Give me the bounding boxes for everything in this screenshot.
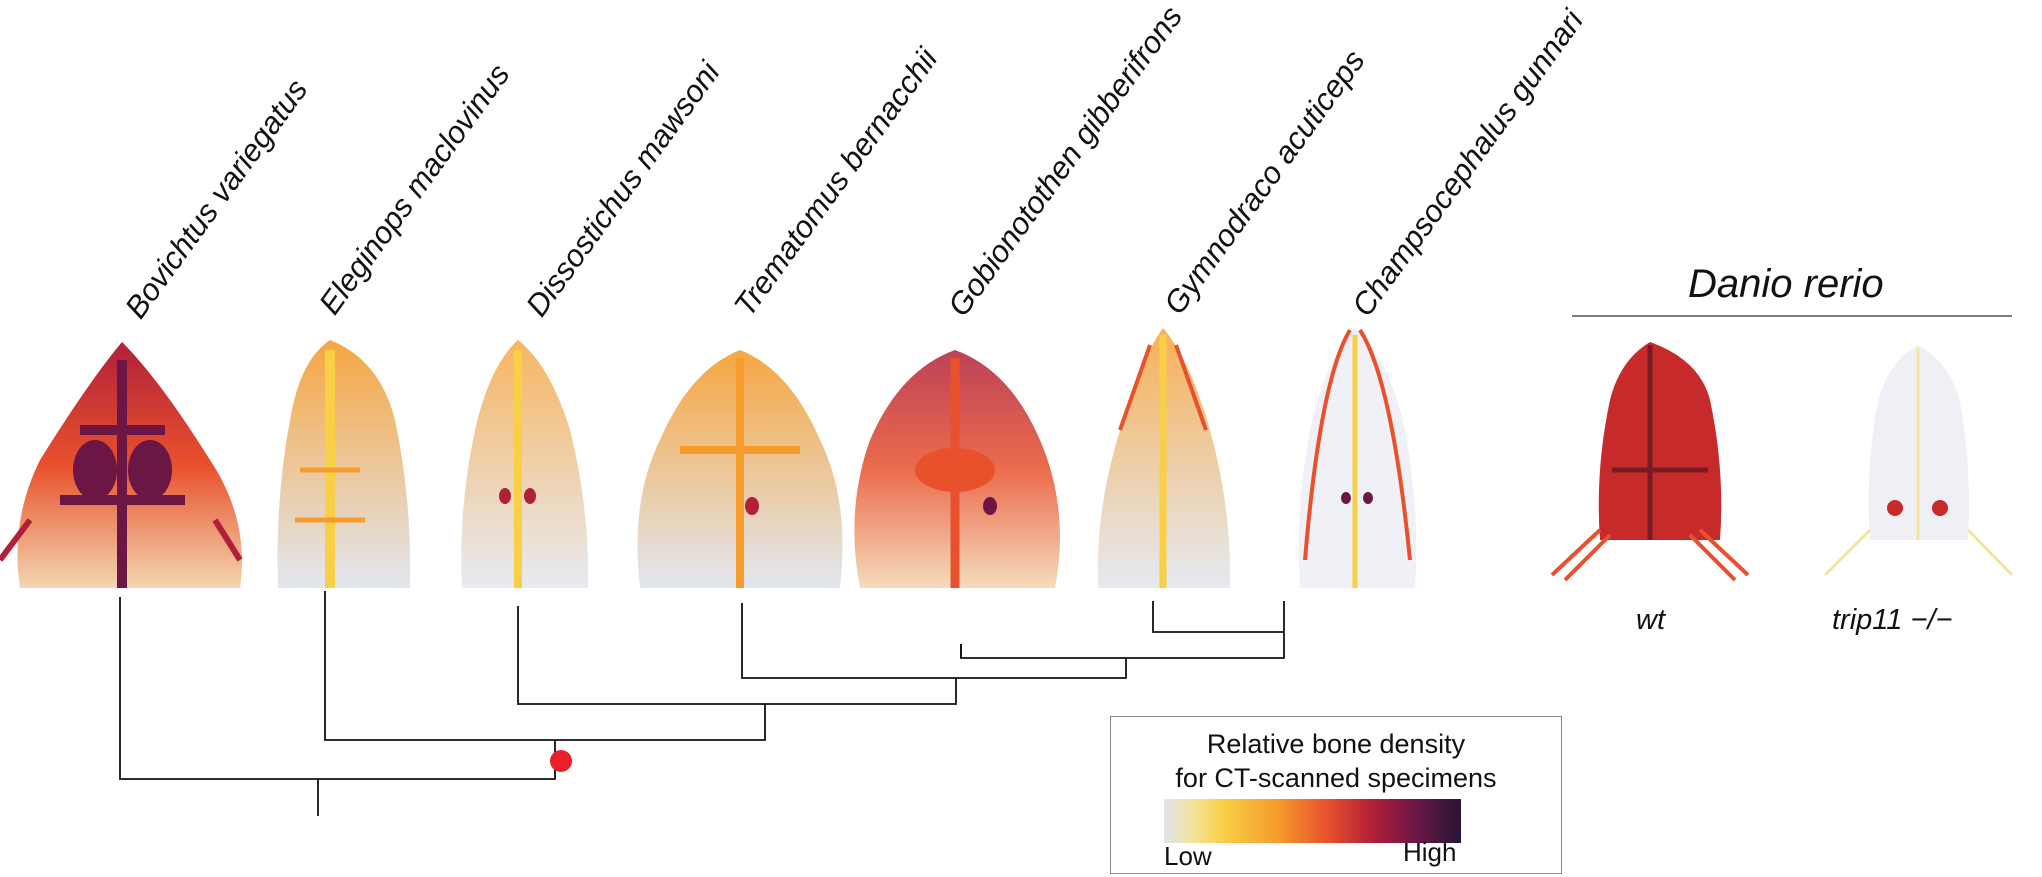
skull-gymnodraco	[1097, 328, 1231, 588]
skull-bovichtus	[0, 342, 243, 588]
legend-title-line2: for CT-scanned specimens	[1175, 763, 1497, 793]
skull-gobionotothen	[854, 350, 1060, 588]
skull-champsocephalus	[1298, 328, 1417, 588]
node-marker	[550, 750, 572, 772]
legend-high-label: High	[1403, 837, 1457, 867]
skull-dissostichus	[461, 340, 589, 588]
zebrafish-trip11-scan	[1823, 345, 2014, 577]
sample-label-trip11: trip11 −/−	[1832, 604, 1953, 636]
zebrafish-title: Danio rerio	[1688, 262, 1884, 306]
skull-eleginops	[277, 340, 411, 588]
legend-low-label: Low	[1164, 841, 1212, 871]
legend: Relative bone density for CT-scanned spe…	[1110, 716, 1562, 874]
skull-trematomus	[637, 350, 843, 588]
density-color-scale	[1164, 799, 1461, 843]
zebrafish-wt-scan	[1550, 342, 1750, 582]
sample-label-wt: wt	[1636, 604, 1665, 636]
legend-title-line1: Relative bone density	[1206, 729, 1466, 759]
